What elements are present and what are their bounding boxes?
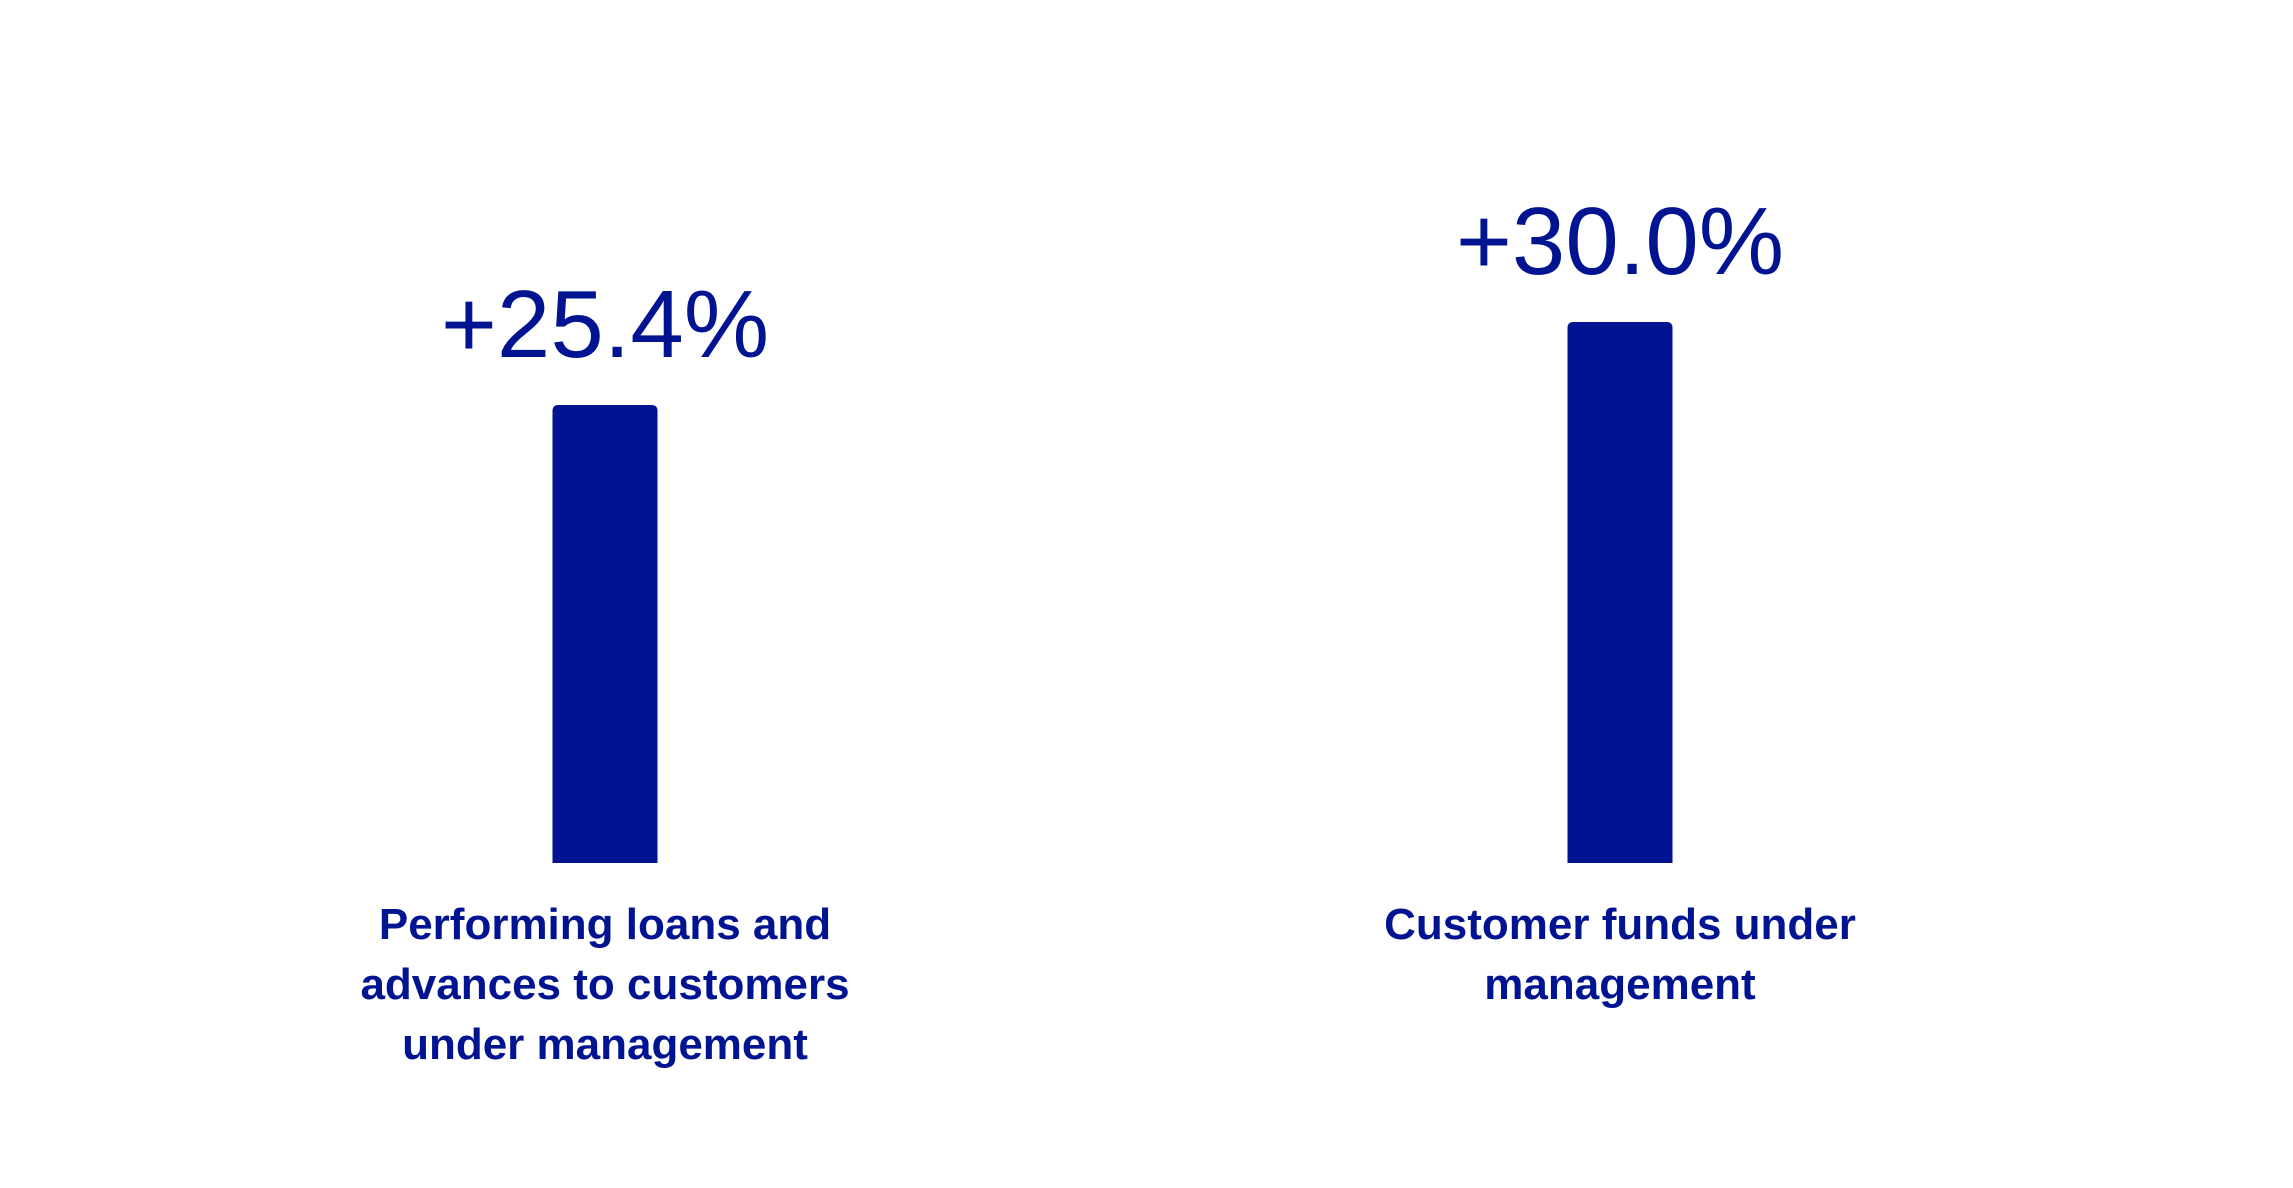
category-label: Performing loans and advances to custome… <box>360 900 850 1069</box>
bar <box>1567 322 1673 863</box>
value-label: +30.0% <box>1456 188 1784 295</box>
value-label: +25.4% <box>441 271 769 378</box>
category-label: Customer funds under management <box>1384 900 1856 1009</box>
bar <box>552 404 658 863</box>
